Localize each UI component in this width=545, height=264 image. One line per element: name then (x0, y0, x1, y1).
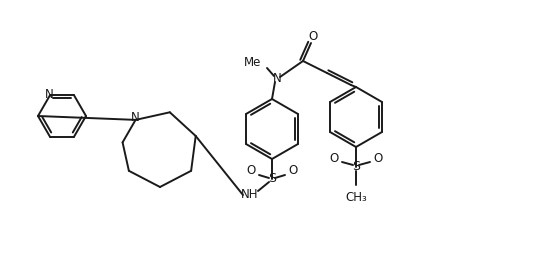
Text: N: N (131, 111, 140, 124)
Text: N: N (272, 73, 281, 86)
Text: NH: NH (241, 188, 259, 201)
Text: N: N (45, 88, 53, 101)
Text: CH₃: CH₃ (345, 191, 367, 204)
Text: O: O (246, 164, 256, 177)
Text: S: S (352, 161, 360, 173)
Text: O: O (288, 164, 298, 177)
Text: O: O (373, 152, 383, 164)
Text: O: O (329, 152, 338, 164)
Text: Me: Me (244, 56, 261, 69)
Text: S: S (268, 172, 276, 186)
Text: O: O (308, 30, 318, 43)
